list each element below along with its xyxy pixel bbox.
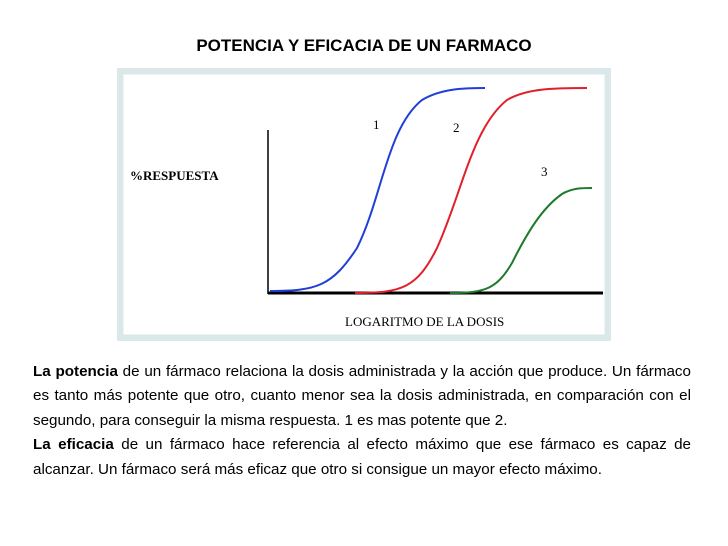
term: La eficacia	[33, 436, 114, 454]
definition: de un fármaco relaciona la dosis adminis…	[33, 363, 691, 429]
title: POTENCIA Y EFICACIA DE UN FARMACO	[196, 36, 532, 55]
curve-1	[269, 87, 486, 292]
curve-3	[449, 187, 593, 294]
curve-label: 2	[453, 120, 460, 135]
frame	[117, 68, 611, 341]
definition: de un fármaco hace referencia al efecto …	[33, 436, 691, 478]
figure: 1 2 3 %RESPUESTA LOGARITMO DE LA DOSIS	[117, 68, 611, 341]
y-axis-label: %RESPUESTA	[130, 168, 219, 183]
paragraph: La eficacia de un fármaco hace referenci…	[33, 433, 691, 482]
curve-label: 3	[541, 164, 548, 179]
curve-label: 1	[373, 117, 380, 132]
x-axis-label: LOGARITMO DE LA DOSIS	[345, 314, 504, 329]
term: La potencia	[33, 363, 118, 380]
body-text: La potencia de un fármaco relaciona la d…	[33, 360, 691, 482]
curve-2	[354, 87, 588, 294]
paragraph: La potencia de un fármaco relaciona la d…	[33, 360, 691, 433]
